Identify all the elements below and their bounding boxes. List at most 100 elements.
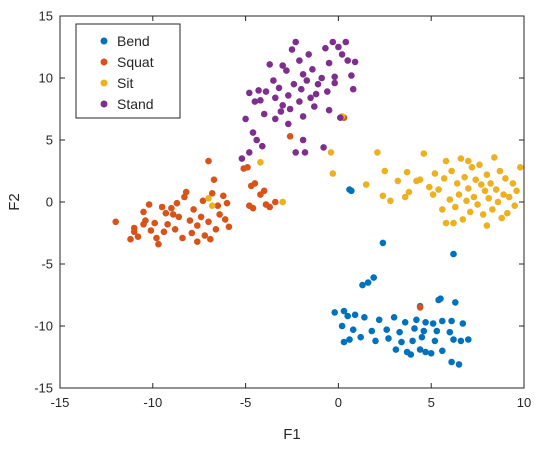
data-point-stand <box>279 62 287 69</box>
data-point-squat <box>168 204 175 212</box>
data-point-squat <box>194 238 201 245</box>
data-point-bend <box>383 326 391 334</box>
data-point-squat <box>251 180 259 187</box>
data-point-stand <box>283 67 290 74</box>
data-point-squat <box>244 164 251 171</box>
data-point-sit <box>491 154 498 161</box>
data-point-squat <box>272 198 279 206</box>
data-point-bend <box>361 314 368 321</box>
data-point-stand <box>246 149 253 156</box>
data-point-sit <box>465 185 472 192</box>
data-point-sit <box>453 180 461 187</box>
legend-marker-sit <box>100 79 108 87</box>
data-point-stand <box>309 66 316 73</box>
data-point-stand <box>307 94 314 102</box>
data-point-stand <box>242 115 249 123</box>
data-point-bend <box>420 327 428 335</box>
data-point-squat <box>140 208 147 216</box>
data-point-bend <box>390 314 398 321</box>
data-point-stand <box>337 114 344 121</box>
data-point-squat <box>260 187 268 195</box>
data-point-squat <box>145 201 153 208</box>
data-point-bend <box>344 312 352 320</box>
y-tick-label: 5 <box>46 133 53 148</box>
data-point-sit <box>420 150 428 157</box>
data-point-stand <box>270 77 277 84</box>
data-point-squat <box>158 203 166 211</box>
data-point-stand <box>249 129 257 136</box>
data-point-squat <box>169 211 177 218</box>
data-point-sit <box>513 187 520 195</box>
data-point-squat <box>160 228 168 236</box>
data-point-bend <box>448 358 455 366</box>
data-point-bend <box>427 350 435 357</box>
data-point-sit <box>485 195 493 202</box>
data-point-sit <box>468 164 476 171</box>
data-point-sit <box>374 149 381 156</box>
data-point-bend <box>452 299 459 306</box>
data-point-stand <box>275 84 283 92</box>
data-point-stand <box>322 44 329 52</box>
data-point-sit <box>492 186 500 193</box>
data-point-stand <box>305 51 313 58</box>
data-point-sit <box>426 183 433 191</box>
data-point-squat <box>153 234 160 242</box>
data-point-stand <box>262 88 270 95</box>
legend-marker-bend <box>100 37 108 45</box>
data-point-squat <box>179 234 186 242</box>
data-point-sit <box>394 177 402 185</box>
data-point-sit <box>500 191 507 198</box>
data-point-bend <box>401 319 409 326</box>
data-point-bend <box>433 327 441 335</box>
data-point-stand <box>298 85 305 93</box>
data-point-stand <box>325 59 333 67</box>
data-point-stand <box>299 71 307 78</box>
data-point-bend <box>357 333 365 341</box>
data-point-bend <box>450 250 457 258</box>
data-point-sit <box>442 157 450 165</box>
data-point-bend <box>351 311 359 319</box>
y-tick-label: 10 <box>39 71 53 86</box>
data-point-bend <box>422 348 429 356</box>
data-point-sit <box>509 180 517 187</box>
data-point-sit <box>474 201 481 208</box>
data-point-sit <box>496 167 504 175</box>
x-tick-label: 0 <box>335 395 342 410</box>
data-point-sit <box>489 206 496 213</box>
data-point-stand <box>348 72 355 79</box>
legend-label-bend: Bend <box>117 33 150 49</box>
data-point-bend <box>331 309 339 316</box>
data-point-squat <box>249 204 257 212</box>
data-point-squat <box>194 222 201 229</box>
data-point-bend <box>349 326 357 334</box>
data-point-squat <box>416 304 424 311</box>
data-point-bend <box>370 274 378 281</box>
data-point-sit <box>481 187 489 195</box>
data-point-sit <box>205 195 212 202</box>
data-point-stand <box>272 94 279 102</box>
data-point-bend <box>446 328 454 336</box>
data-point-stand <box>288 46 296 53</box>
data-point-sit <box>463 197 470 205</box>
data-point-squat <box>216 211 223 218</box>
data-point-sit <box>457 155 465 162</box>
data-point-stand <box>255 87 262 94</box>
y-tick-label: 15 <box>39 9 53 24</box>
legend-box <box>75 23 181 119</box>
data-point-sit <box>362 181 370 188</box>
x-axis-label: F1 <box>283 426 301 443</box>
y-tick-label: -15 <box>34 381 53 396</box>
data-point-bend <box>398 338 405 346</box>
data-point-squat <box>173 199 181 207</box>
data-point-bend <box>422 319 429 326</box>
data-point-sit <box>440 175 448 182</box>
data-point-stand <box>344 57 352 64</box>
series-bend <box>331 186 472 368</box>
data-point-bend <box>411 325 418 332</box>
data-point-sit <box>479 211 487 218</box>
data-point-bend <box>375 316 383 324</box>
data-point-sit <box>504 209 511 217</box>
data-point-sit <box>329 170 337 177</box>
data-point-squat <box>286 133 294 140</box>
